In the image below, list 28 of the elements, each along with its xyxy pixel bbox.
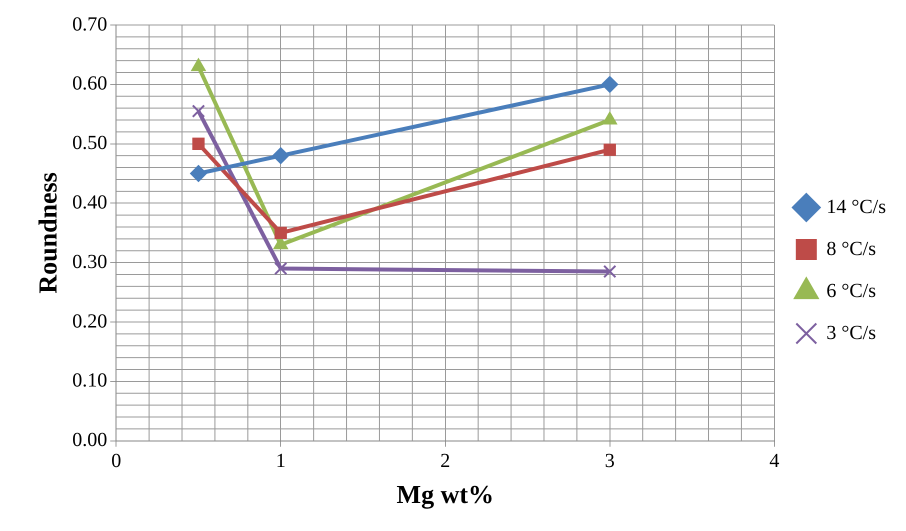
x-tick-label: 2 [440, 450, 450, 472]
x-tick-label: 1 [276, 450, 286, 472]
point [603, 264, 616, 278]
x-tick-label: 4 [769, 450, 780, 472]
legend-label: 8 °C/s [826, 238, 876, 260]
point [601, 76, 618, 93]
point [192, 104, 206, 118]
y-tick-label: 0.40 [72, 191, 108, 214]
legend-label: 3 °C/s [826, 322, 876, 344]
y-tick-label: 0.60 [72, 72, 108, 95]
y-tick-label: 0.50 [72, 132, 108, 154]
y-axis-title: Roundness [33, 172, 62, 294]
point [604, 144, 616, 156]
y-tick-label: 0.70 [72, 13, 108, 36]
point [272, 147, 290, 164]
legend-label: 14 °C/s [826, 196, 886, 218]
point [190, 165, 207, 182]
x-axis-title: Mg wt% [396, 480, 494, 510]
y-tick-label: 0.00 [72, 429, 108, 452]
legend-label: 6 °C/s [826, 280, 876, 302]
y-tick-label: 0.10 [72, 370, 108, 392]
point [192, 138, 205, 150]
point [274, 262, 288, 276]
x-tick-label: 3 [604, 450, 615, 472]
y-tick-label: 0.20 [72, 310, 108, 332]
point [274, 226, 287, 240]
y-tick-label: 0.30 [72, 250, 108, 273]
x-tick-label: 0 [111, 450, 122, 472]
